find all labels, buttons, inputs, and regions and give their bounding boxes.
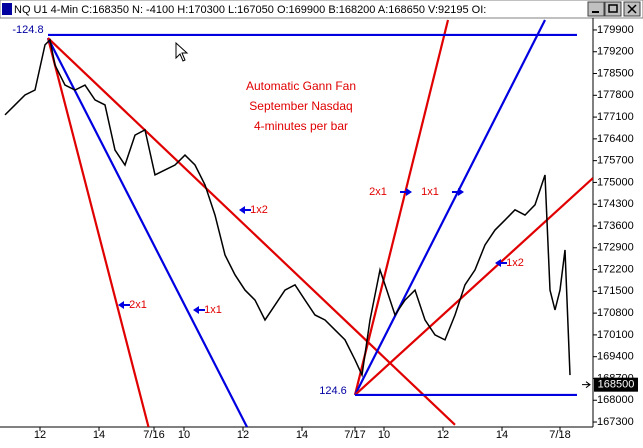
minimize-button[interactable] [587,1,605,17]
x-tick-label: 10 [378,429,390,441]
fan-line [354,177,593,396]
x-tick-label: 7/16 [143,429,164,441]
label-arrow [193,306,205,314]
x-tick-label: 10 [178,429,190,441]
fan-label: 2x1 [129,299,147,311]
fan-label: 1x2 [506,257,524,269]
y-tick-label: 177800 [597,89,634,101]
y-tick-label: 175700 [597,155,634,167]
label-arrow [118,301,130,309]
label-arrow [239,206,251,214]
fan-label: 1x2 [250,204,268,216]
y-tick-label: 177100 [597,111,634,123]
x-tick-label: 7/17 [344,429,365,441]
fan-line [46,37,150,427]
label-arrow [452,188,464,196]
last-price-arrow [582,381,591,389]
y-tick-label: 179200 [597,46,634,58]
x-tick-label: 14 [93,429,105,441]
y-tick-label: 175000 [597,176,634,188]
label-arrow [400,188,412,196]
y-tick-label: 172200 [597,263,634,275]
y-tick-label: 172900 [597,242,634,254]
y-tick-label: 178500 [597,67,634,79]
y-tick-label: 167300 [597,416,634,428]
close-button[interactable] [623,1,641,17]
y-tick-label: 168000 [597,394,634,406]
window-title: NQ U1 4-Min C:168350 N: -4100 H:170300 L… [14,4,486,16]
y-tick-label: 179900 [597,24,634,36]
fan-line [47,37,248,427]
title-bar [0,0,643,19]
fan-label: 2x1 [369,186,387,198]
last-price-box [594,377,638,392]
y-tick-label: 176400 [597,133,634,145]
x-tick-label: 12 [237,429,249,441]
x-tick-label: 14 [296,429,308,441]
maximize-button[interactable] [604,1,622,17]
fan-label: 1x1 [204,304,222,316]
chart-title: September Nasdaq [249,99,352,113]
price-line [4,38,571,378]
mouse-cursor [175,41,189,62]
fan-line [354,19,546,396]
x-tick-label: 12 [437,429,449,441]
fan-line [353,19,450,396]
y-tick-label: 173600 [597,220,634,232]
plot: 179900 179200 178500 177800 177100 176400 1757… [4,19,638,441]
fan-line [47,37,456,426]
chart-title: 4-minutes per bar [254,119,348,133]
y-tick-label: 171500 [597,285,634,297]
point-label: -124.8 [12,24,43,36]
x-tick-label: 14 [496,429,508,441]
chart-title: Automatic Gann Fan [246,79,356,93]
window-icon[interactable] [2,3,12,15]
point-label: 124.6 [319,385,347,397]
y-tick-label: 169400 [597,351,634,363]
y-tick-label: 174300 [597,198,634,210]
last-price-label: 168500 [598,379,635,391]
x-tick-label: 7/18 [549,429,570,441]
label-arrow [495,259,507,267]
x-tick-label: 12 [34,429,46,441]
y-tick-label: 170100 [597,329,634,341]
y-tick-label: 170800 [597,307,634,319]
fan-label: 1x1 [421,186,439,198]
